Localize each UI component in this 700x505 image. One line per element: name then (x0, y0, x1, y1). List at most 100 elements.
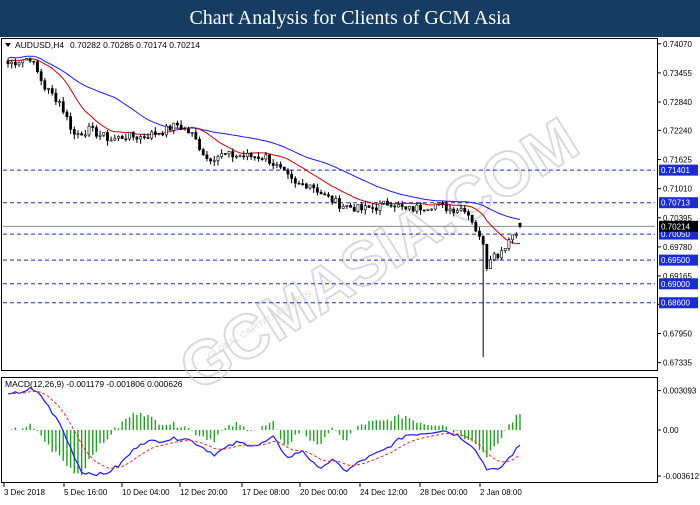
candle (146, 133, 150, 140)
candle (485, 243, 489, 272)
candle (441, 201, 445, 208)
candle-bull-body (500, 250, 503, 259)
candle (345, 204, 349, 209)
candle (467, 209, 470, 220)
candle (264, 151, 268, 162)
candle (459, 204, 463, 212)
candle-bear-body (312, 184, 316, 189)
candle-bear-body (444, 203, 448, 212)
candle (511, 234, 515, 244)
candle-bear-body (176, 122, 179, 126)
candle (444, 201, 448, 214)
candle (190, 131, 194, 137)
candle (231, 148, 235, 163)
candle-bear-body (293, 178, 297, 184)
candle-bear-body (374, 207, 378, 211)
candle (481, 235, 485, 358)
time-tick-label: 17 Dec 08:00 (242, 488, 290, 497)
candle (65, 109, 69, 121)
chart-title: Chart Analysis for Clients of GCM Asia (0, 0, 700, 37)
candle-bear-body (319, 191, 323, 195)
candle-bear-body (271, 163, 275, 166)
candle-bull-body (17, 62, 21, 66)
candle-bear-body (304, 183, 308, 189)
candle (327, 192, 330, 198)
candle-bull-body (227, 151, 231, 155)
candle-bear-body (367, 205, 371, 208)
candle (452, 207, 456, 217)
candle (448, 204, 452, 215)
candle-bear-body (360, 204, 364, 211)
candle-bull-body (408, 206, 411, 210)
candle-bull-body (21, 59, 25, 64)
time-tick-label: 20 Dec 00:00 (300, 488, 348, 497)
candle-bull-body (87, 125, 91, 136)
candle-bear-body (385, 200, 389, 206)
candle (91, 122, 95, 132)
candle (201, 147, 205, 156)
candle (437, 202, 441, 207)
candle-bull-body (459, 208, 463, 211)
candle-bear-body (106, 132, 109, 141)
candle-bear-body (474, 221, 478, 232)
candle-bull-body (246, 152, 249, 157)
candle (164, 123, 168, 138)
candle-bear-body (54, 92, 58, 102)
candle-bear-body (297, 182, 301, 185)
candle-bear-body (470, 214, 474, 223)
ohlc-readout: 0.70282 0.70285 0.70174 0.70214 (70, 40, 200, 50)
candle (6, 58, 10, 68)
candle-bear-body (290, 173, 294, 179)
macd-indicator (7, 386, 521, 477)
candle-bull-body (363, 205, 367, 211)
candle (54, 88, 58, 106)
candle (426, 208, 430, 212)
candle (249, 151, 253, 160)
candle-bull-body (426, 208, 430, 211)
candle-bear-body (286, 169, 290, 175)
candle-bear-body (80, 133, 84, 136)
candle (397, 201, 400, 208)
candle-bear-body (201, 149, 205, 156)
candle (61, 96, 65, 115)
candle-bear-body (441, 202, 445, 205)
candle (72, 126, 76, 140)
time-tick-label: 28 Dec 00:00 (420, 488, 468, 497)
level-tag (659, 254, 698, 266)
time-axis: 3 Dec 2018 5 Dec 16:00 10 Dec 04:00 12 Dec … (3, 483, 522, 497)
candle (253, 156, 257, 161)
candle (32, 60, 36, 65)
candle-bear-body (32, 60, 36, 63)
candle-bull-body (183, 128, 187, 131)
candle (389, 201, 393, 208)
candle-bear-body (13, 61, 17, 66)
candle (474, 219, 478, 233)
candle (58, 99, 61, 107)
candle-bull-body (507, 239, 511, 249)
candle (153, 127, 157, 138)
candle-bull-body (47, 88, 50, 90)
candle (341, 203, 345, 209)
candle-bear-body (153, 131, 157, 135)
candle-bear-body (65, 111, 69, 117)
candle-bear-body (198, 138, 201, 150)
level-tag-label: 0.69500 (661, 256, 690, 265)
candle-bear-body (316, 187, 319, 193)
candle (489, 255, 492, 270)
candle-bull-body (264, 154, 268, 160)
candle-bear-body (135, 136, 139, 140)
candle-bull-body (212, 160, 216, 162)
candle-bull-body (190, 132, 194, 134)
candle-bull-body (98, 134, 102, 137)
candle (500, 246, 503, 260)
candle (330, 194, 334, 205)
candle-bull-body (341, 206, 345, 209)
candle-bear-body (249, 152, 253, 158)
candle-bull-body (58, 101, 61, 103)
current-price-tag (659, 220, 698, 232)
candle (356, 203, 360, 213)
candle (503, 248, 507, 254)
candle (316, 183, 319, 196)
candle (286, 168, 290, 179)
candle-bear-body (231, 151, 235, 158)
